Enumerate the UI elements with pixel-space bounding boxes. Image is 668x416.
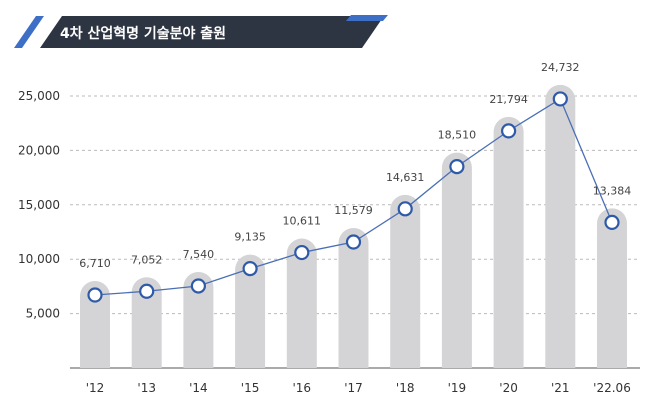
x-tick-label: '12 — [86, 381, 105, 395]
data-point — [449, 159, 465, 175]
x-tick-label: '20 — [499, 381, 518, 395]
title-accent-right — [346, 15, 388, 21]
data-label: 21,794 — [489, 93, 528, 106]
data-point — [139, 283, 155, 299]
title-accent-left — [14, 16, 44, 48]
x-tick-label: '21 — [551, 381, 570, 395]
data-label: 6,710 — [79, 257, 111, 270]
data-label: 14,631 — [386, 171, 425, 184]
bar — [597, 208, 627, 368]
data-point — [190, 278, 206, 294]
bar — [338, 228, 369, 368]
line-layer — [87, 91, 620, 303]
data-label: 9,135 — [234, 231, 266, 244]
bar — [80, 280, 110, 368]
y-tick-label: 5,000 — [26, 307, 60, 321]
bar — [286, 238, 317, 368]
data-point — [242, 261, 258, 277]
title-background — [40, 16, 384, 48]
y-tick-label: 15,000 — [18, 198, 60, 212]
y-tick-label: 10,000 — [18, 252, 60, 266]
x-tick-label: '16 — [293, 381, 312, 395]
data-point — [345, 234, 362, 250]
data-point — [397, 201, 413, 217]
data-label: 18,510 — [438, 129, 477, 142]
data-label: 7,540 — [183, 248, 215, 261]
x-tick-label: '18 — [396, 381, 415, 395]
bar — [131, 277, 162, 368]
bar — [493, 116, 524, 368]
data-label: 10,611 — [283, 215, 322, 228]
data-point — [87, 287, 103, 303]
data-point — [294, 244, 310, 261]
bar — [183, 271, 214, 368]
x-tick-label: '13 — [137, 381, 156, 395]
data-point — [552, 91, 568, 107]
y-tick-label: 20,000 — [18, 143, 60, 157]
data-point — [604, 214, 620, 230]
data-label: 13,384 — [593, 184, 632, 197]
y-tick-label: 25,000 — [18, 89, 60, 103]
bar — [545, 84, 576, 369]
bar — [235, 254, 266, 368]
data-label: 11,579 — [334, 204, 373, 217]
data-label: 7,052 — [131, 253, 163, 266]
chart-title: 4차 산업혁명 기술분야 출원 — [60, 25, 226, 42]
x-tick-label: '19 — [448, 381, 467, 395]
x-tick-label: '17 — [344, 381, 363, 395]
data-point — [501, 123, 517, 139]
x-tick-label: '14 — [189, 381, 208, 395]
data-label: 24,732 — [541, 61, 580, 74]
bar — [441, 152, 472, 368]
labels-layer: 5,000 10,000 15,000 20,000 25,000 6,710 '12 7,0… — [18, 61, 631, 395]
bars-layer — [80, 84, 627, 369]
bar — [390, 194, 421, 368]
x-tick-label: '15 — [241, 381, 260, 395]
x-tick-label: '22.06 — [593, 381, 631, 395]
title-banner: 4차 산업혁명 기술분야 출원 — [14, 15, 388, 48]
